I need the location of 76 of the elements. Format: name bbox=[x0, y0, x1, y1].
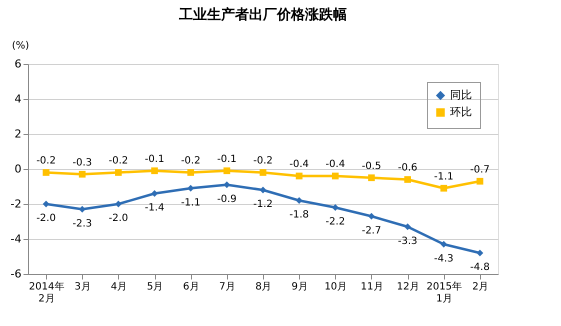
data-label: -4.8 bbox=[470, 262, 490, 273]
x-tick-label: 12月 bbox=[396, 282, 420, 292]
data-label: -4.3 bbox=[434, 253, 454, 264]
point bbox=[440, 240, 448, 248]
point bbox=[223, 181, 230, 188]
point bbox=[404, 223, 411, 230]
y-tick-label: -2 bbox=[10, 198, 22, 210]
data-label: -1.4 bbox=[144, 202, 164, 214]
point bbox=[151, 167, 158, 174]
point bbox=[332, 204, 339, 211]
point bbox=[368, 212, 375, 220]
y-tick-label: 4 bbox=[14, 92, 22, 106]
point bbox=[476, 178, 484, 185]
x-tick-label: 11月 bbox=[360, 282, 384, 292]
y-tick-label: -4 bbox=[10, 232, 22, 246]
data-label: -0.2 bbox=[253, 156, 273, 166]
point bbox=[260, 169, 266, 176]
point bbox=[368, 174, 375, 182]
data-label: -2.3 bbox=[72, 218, 92, 230]
data-label: -0.2 bbox=[180, 156, 200, 166]
x-tick-label: 10月 bbox=[324, 282, 348, 292]
data-label: -0.4 bbox=[326, 159, 346, 170]
x-tick-label: 7月 bbox=[219, 282, 236, 292]
x-tick-label: 3月 bbox=[74, 282, 91, 292]
y-tick-label: -6 bbox=[10, 268, 22, 280]
y-axis-title: (%) bbox=[12, 40, 30, 52]
data-label: -0.9 bbox=[217, 194, 237, 205]
data-label: -2.7 bbox=[362, 225, 382, 236]
data-label: -0.6 bbox=[398, 162, 418, 174]
point bbox=[78, 170, 86, 178]
x-tick-label: 6月 bbox=[183, 282, 200, 292]
chart-title: 工业生产者出厂价格涨跌幅 bbox=[178, 6, 347, 23]
data-label: -0.1 bbox=[144, 154, 164, 165]
data-label: -0.5 bbox=[362, 160, 382, 172]
point bbox=[476, 250, 484, 256]
x-tick-label: 2015年 1月 bbox=[426, 280, 462, 304]
point bbox=[260, 186, 266, 194]
data-label: -0.4 bbox=[289, 159, 309, 170]
legend-label: 环比 bbox=[450, 106, 472, 118]
point bbox=[42, 200, 50, 208]
point bbox=[223, 167, 230, 174]
legend-label: 同比 bbox=[450, 88, 472, 102]
data-label: -2.0 bbox=[108, 213, 128, 224]
point bbox=[296, 197, 303, 204]
x-tick-label: 8月 bbox=[255, 282, 272, 292]
point bbox=[404, 176, 411, 183]
x-tick-label: 2014年 2月 bbox=[28, 280, 64, 304]
point bbox=[296, 172, 303, 180]
point bbox=[151, 190, 158, 197]
data-label: -0.1 bbox=[217, 154, 237, 165]
data-label: -2.0 bbox=[36, 213, 56, 224]
y-tick-label: 2 bbox=[14, 128, 22, 140]
point bbox=[115, 200, 122, 208]
data-label: -0.3 bbox=[72, 157, 92, 168]
data-label: -1.1 bbox=[434, 171, 454, 182]
data-label: -1.8 bbox=[289, 210, 309, 220]
data-label: -0.2 bbox=[36, 156, 56, 166]
x-tick-label: 2月 bbox=[472, 282, 489, 292]
data-label: -1.1 bbox=[180, 197, 200, 208]
point bbox=[42, 169, 50, 176]
point bbox=[440, 184, 448, 192]
data-label: -2.2 bbox=[326, 216, 346, 228]
point bbox=[187, 169, 194, 176]
x-tick-label: 9月 bbox=[291, 282, 308, 292]
data-label: -3.3 bbox=[398, 236, 418, 247]
point bbox=[187, 184, 194, 192]
point bbox=[332, 172, 339, 180]
x-tick-label: 5月 bbox=[146, 282, 164, 292]
point bbox=[78, 206, 86, 213]
data-label: -0.2 bbox=[108, 156, 128, 166]
data-label: -1.2 bbox=[253, 199, 273, 210]
y-tick-label: 0 bbox=[14, 162, 22, 176]
y-tick-label: 6 bbox=[14, 58, 22, 70]
point bbox=[115, 169, 122, 176]
data-label: -0.7 bbox=[470, 164, 490, 176]
x-tick-label: 4月 bbox=[110, 282, 128, 292]
